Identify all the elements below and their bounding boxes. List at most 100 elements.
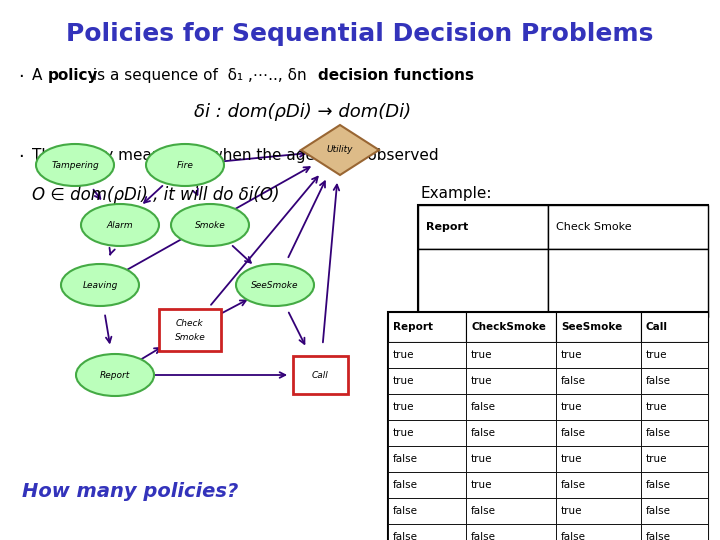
Bar	[641, 472, 708, 498]
Bar	[418, 249, 548, 317]
Text: Call: Call	[312, 370, 328, 380]
Text: false: false	[471, 428, 496, 438]
Bar	[641, 498, 708, 524]
Bar	[466, 446, 556, 472]
Text: Call: Call	[646, 322, 668, 332]
Text: true: true	[393, 376, 415, 386]
Bar	[292, 356, 348, 394]
Bar	[388, 312, 466, 342]
Ellipse shape	[171, 204, 249, 246]
Ellipse shape	[61, 264, 139, 306]
Bar	[641, 394, 708, 420]
Bar	[641, 420, 708, 446]
Bar	[388, 342, 466, 368]
Text: true: true	[393, 350, 415, 360]
Ellipse shape	[76, 354, 154, 396]
Bar	[388, 420, 466, 446]
Text: Leaving: Leaving	[82, 280, 117, 289]
Text: CheckSmoke: CheckSmoke	[471, 322, 546, 332]
Text: false: false	[561, 532, 586, 540]
Bar	[388, 312, 708, 540]
Text: true: true	[471, 480, 492, 490]
Text: false: false	[561, 480, 586, 490]
Ellipse shape	[146, 144, 224, 186]
Text: Smoke: Smoke	[175, 333, 205, 341]
Text: SeeSmoke: SeeSmoke	[561, 322, 622, 332]
Bar	[466, 524, 556, 540]
Bar	[641, 342, 708, 368]
Text: true: true	[561, 402, 582, 412]
Text: Utility: Utility	[327, 145, 354, 154]
Bar	[556, 368, 641, 394]
Text: ·: ·	[18, 148, 24, 166]
Bar	[418, 205, 708, 317]
Text: Policies for Sequential Decision Problems: Policies for Sequential Decision Problem…	[66, 22, 654, 46]
Bar	[548, 249, 708, 317]
Bar	[641, 446, 708, 472]
Bar	[466, 394, 556, 420]
Bar	[466, 472, 556, 498]
Text: Report: Report	[393, 322, 433, 332]
Text: A: A	[32, 68, 48, 83]
Polygon shape	[301, 125, 379, 175]
Text: true: true	[646, 454, 667, 464]
Ellipse shape	[236, 264, 314, 306]
Bar	[466, 368, 556, 394]
Bar	[466, 498, 556, 524]
Text: Fire: Fire	[176, 160, 194, 170]
Text: true: true	[646, 350, 667, 360]
Text: false: false	[393, 506, 418, 516]
Bar	[556, 312, 641, 342]
Text: This policy means that when the agent has observed: This policy means that when the agent ha…	[32, 148, 438, 163]
Text: false: false	[393, 454, 418, 464]
Text: false: false	[646, 428, 671, 438]
Text: true: true	[393, 428, 415, 438]
Bar	[556, 394, 641, 420]
Text: true: true	[561, 454, 582, 464]
Text: policy: policy	[48, 68, 99, 83]
Text: Check Smoke: Check Smoke	[556, 222, 631, 232]
Bar	[641, 312, 708, 342]
Text: false: false	[471, 402, 496, 412]
Text: ·: ·	[18, 68, 24, 86]
Text: δi : dom(ρDi) → dom(Di): δi : dom(ρDi) → dom(Di)	[194, 103, 411, 121]
Text: false: false	[646, 376, 671, 386]
Text: true: true	[646, 402, 667, 412]
Text: false: false	[646, 480, 671, 490]
Text: is a sequence of  δ₁ ,⋯.., δn: is a sequence of δ₁ ,⋯.., δn	[88, 68, 316, 83]
Bar	[641, 368, 708, 394]
Text: false: false	[561, 428, 586, 438]
Text: Report: Report	[426, 222, 468, 232]
Text: false: false	[561, 376, 586, 386]
Bar	[556, 420, 641, 446]
Text: Example:: Example:	[420, 186, 492, 201]
Text: Tampering: Tampering	[51, 160, 99, 170]
Text: true: true	[471, 350, 492, 360]
Text: true: true	[393, 402, 415, 412]
Text: Alarm: Alarm	[107, 220, 133, 230]
Bar	[388, 524, 466, 540]
Bar	[556, 472, 641, 498]
Text: true: true	[471, 454, 492, 464]
Bar	[388, 498, 466, 524]
Text: false: false	[646, 506, 671, 516]
Ellipse shape	[36, 144, 114, 186]
Bar	[466, 420, 556, 446]
Text: false: false	[646, 532, 671, 540]
Ellipse shape	[81, 204, 159, 246]
Text: decision functions: decision functions	[318, 68, 474, 83]
Text: O ∈ dom(ρDi) , it will do δi(O): O ∈ dom(ρDi) , it will do δi(O)	[32, 186, 279, 204]
Text: false: false	[471, 532, 496, 540]
Text: How many policies?: How many policies?	[22, 482, 238, 501]
Bar	[641, 524, 708, 540]
Text: true: true	[561, 350, 582, 360]
Bar	[159, 309, 221, 351]
Bar	[466, 312, 556, 342]
Text: true: true	[471, 376, 492, 386]
Text: Smoke: Smoke	[194, 220, 225, 230]
Bar	[548, 205, 708, 249]
Text: true: true	[561, 506, 582, 516]
Bar	[388, 472, 466, 498]
Bar	[556, 498, 641, 524]
Text: Check: Check	[176, 319, 204, 327]
